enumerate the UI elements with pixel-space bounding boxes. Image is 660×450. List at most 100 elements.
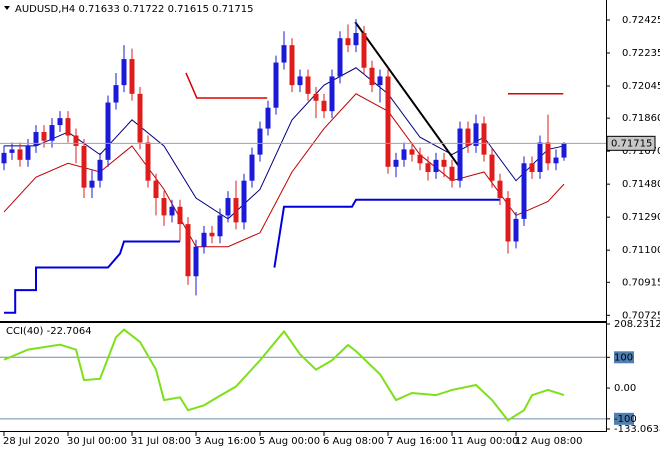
x-tick-label: 3 Aug 16:00: [195, 436, 256, 447]
candle-body: [169, 206, 175, 216]
y-tick-label: 0.72425: [622, 15, 660, 26]
y-tick-label: 0.72045: [622, 81, 660, 92]
y-tick-label: 0.70725: [622, 310, 660, 321]
candle-body: [57, 118, 63, 126]
candle-body: [65, 118, 71, 136]
candle-body: [385, 76, 391, 167]
candle-body: [193, 246, 199, 277]
x-tick-label: 28 Jul 2020: [3, 436, 60, 447]
candle-body: [545, 142, 551, 164]
candle-body: [473, 123, 479, 146]
indicator-line: [354, 21, 459, 166]
candle-body: [201, 232, 207, 247]
menu-icon: [4, 6, 10, 10]
current-price-label: 0.71715: [611, 138, 652, 149]
y-tick-label: 0.72235: [622, 48, 660, 59]
y-tick-label: 0.71100: [622, 245, 660, 256]
high: 0.71722: [123, 4, 164, 15]
close: 0.71715: [212, 4, 253, 15]
candle-body: [401, 149, 407, 160]
y-tick-label: 0.71480: [622, 179, 660, 190]
candle-body: [121, 59, 127, 86]
x-tick-label: 5 Aug 00:00: [259, 436, 320, 447]
indicator-line: [273, 198, 500, 268]
y-tick-label: 0.00: [614, 383, 636, 394]
candle-body: [217, 215, 223, 237]
cci-name: CCI(40): [6, 326, 44, 337]
candle-body: [105, 102, 111, 160]
candle-body: [521, 163, 527, 219]
current-price-box: [606, 135, 656, 151]
candle-body: [33, 132, 39, 146]
indicator-line: [185, 72, 268, 99]
candle-body: [209, 232, 215, 237]
candle-body: [137, 93, 143, 143]
candle-body: [353, 33, 359, 46]
y-tick-label: 0.71290: [622, 212, 660, 223]
candle-body: [457, 128, 463, 181]
candle-body: [129, 59, 135, 94]
x-tick-label: 7 Aug 16:00: [387, 436, 448, 447]
y-tick-label: -100: [614, 414, 637, 425]
candle-body: [49, 125, 55, 141]
candle-body: [273, 62, 279, 108]
candle-body: [425, 163, 431, 172]
low: 0.71615: [168, 4, 209, 15]
candle-body: [537, 142, 543, 172]
candle-body: [441, 159, 447, 167]
candle-body: [489, 154, 495, 181]
candle-body: [329, 76, 335, 112]
y-tick-label: 0.70915: [622, 277, 660, 288]
candle-body: [9, 149, 15, 153]
candle-body: [289, 45, 295, 86]
candle-body: [497, 180, 503, 199]
level-label-box: [614, 351, 634, 364]
candle-body: [513, 218, 519, 242]
candle-body: [25, 145, 31, 160]
candle-body: [369, 67, 375, 86]
candle-body: [361, 33, 367, 68]
candle-body: [449, 166, 455, 181]
candle-body: [561, 143, 567, 158]
y-tick-label: 208.2312: [614, 319, 660, 330]
candle-body: [321, 100, 327, 112]
candle-body: [73, 135, 79, 146]
x-tick-label: 31 Jul 08:00: [131, 436, 191, 447]
candle-body: [393, 159, 399, 167]
candle-body: [529, 163, 535, 172]
x-tick-label: 6 Aug 08:00: [323, 436, 384, 447]
candle-body: [249, 154, 255, 181]
candle-body: [177, 206, 183, 225]
candle-body: [241, 180, 247, 223]
candle-body: [89, 180, 95, 188]
candle-body: [41, 132, 47, 141]
open: 0.71633: [78, 4, 119, 15]
y-tick-label: 0.71670: [622, 146, 660, 157]
x-tick-label: 30 Jul 00:00: [67, 436, 127, 447]
cci-header: CCI(40) -22.7064: [6, 326, 92, 337]
candle-body: [161, 198, 167, 216]
candle-body: [97, 159, 103, 181]
level-label-box: [614, 412, 634, 425]
x-tick-label: 12 Aug 08:00: [515, 436, 582, 447]
y-tick-label: -133.0638: [614, 424, 660, 435]
candle-body: [505, 198, 511, 242]
candle-body: [153, 180, 159, 199]
candle-body: [81, 145, 87, 188]
candle-body: [17, 149, 23, 160]
candle-body: [377, 76, 383, 86]
candle-body: [233, 198, 239, 223]
candle-body: [113, 85, 119, 103]
candle-body: [313, 93, 319, 101]
symbol: AUDUSD,H4: [15, 4, 75, 15]
candle-body: [257, 128, 263, 155]
candle-body: [297, 76, 303, 86]
y-tick-label: 100: [614, 352, 633, 363]
candle-body: [465, 128, 471, 146]
candle-body: [481, 123, 487, 155]
x-tick-label: 11 Aug 00:00: [451, 436, 518, 447]
candle-body: [145, 142, 151, 181]
candle-body: [337, 38, 343, 77]
